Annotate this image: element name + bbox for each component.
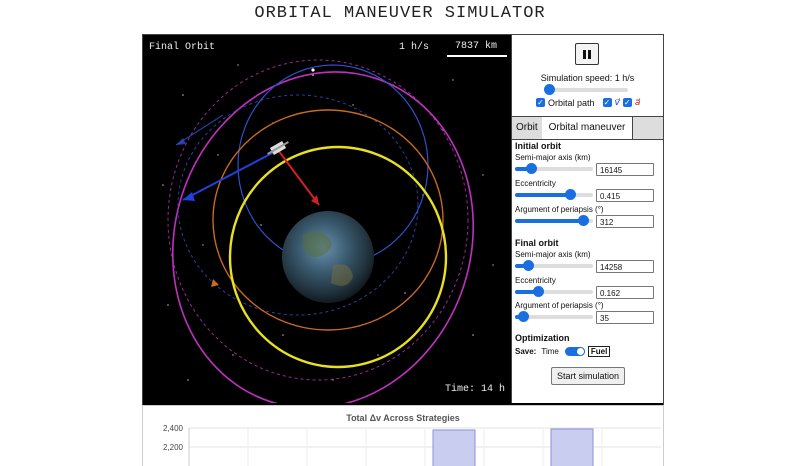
final-orbit-heading: Final orbit — [515, 238, 559, 248]
canvas-label: Final Orbit — [149, 42, 216, 53]
chart-plot: 2,400 2,200 — [163, 424, 661, 466]
final-sma-field[interactable]: 14258 — [596, 260, 654, 273]
magenta-dashed-orbit — [167, 59, 469, 381]
scale-bar — [447, 55, 507, 57]
panel-tabs: Orbit Orbital maneuver — [512, 116, 663, 140]
chart-bar — [550, 428, 594, 466]
tab-orbital-maneuver[interactable]: Orbital maneuver — [542, 117, 633, 139]
final-ecc-label: Eccentricity — [515, 276, 556, 285]
initial-sma-slider[interactable] — [515, 162, 593, 176]
initial-ecc-label: Eccentricity — [515, 179, 556, 188]
page-title: ORBITAL MANEUVER SIMULATOR — [254, 4, 546, 23]
optimization-toggle[interactable] — [564, 347, 585, 356]
save-label: Save: — [515, 347, 537, 356]
canvas-scale: 7837 km — [447, 41, 507, 57]
scale-value: 7837 km — [455, 41, 498, 52]
initial-sma-field[interactable]: 16145 — [596, 163, 654, 176]
y-tick-2200: 2,200 — [163, 443, 184, 452]
final-ecc-field[interactable]: 0.162 — [596, 286, 654, 299]
fuel-option-label: Fuel — [587, 346, 611, 357]
final-sma-slider[interactable] — [515, 259, 593, 273]
blue-dashed-orbit — [177, 94, 419, 316]
stars — [162, 64, 494, 381]
simulator-frame: Final Orbit 1 h/s 7837 km Time: 14 h Sim… — [142, 34, 664, 406]
optimization-heading: Optimization — [515, 333, 570, 343]
orbit-visualization — [162, 59, 494, 403]
velocity-vector — [182, 149, 279, 201]
control-panel: Simulation speed: 1 h/s ✓ Orbital path ✓… — [511, 35, 663, 403]
acceleration-symbol: a⃗ — [634, 97, 641, 107]
chart-bar — [432, 429, 476, 466]
initial-arg-label: Argument of periapsis (°) — [515, 205, 604, 214]
velocity-checkbox[interactable]: ✓ — [602, 98, 612, 107]
satellite-icon — [267, 141, 289, 155]
time-option-label: Time — [541, 347, 559, 356]
delta-v-chart: Total Δv Across Strategies 2,400 2,200 — [142, 405, 664, 466]
acceleration-vector — [277, 149, 320, 206]
initial-orbit-heading: Initial orbit — [515, 141, 561, 151]
final-sma-label: Semi-major axis (km) — [515, 250, 591, 259]
final-arg-label: Argument of periapsis (°) — [515, 301, 604, 310]
chart-title: Total Δv Across Strategies — [346, 413, 460, 423]
initial-ecc-field[interactable]: 0.415 — [596, 189, 654, 202]
velocity-symbol: v⃗ — [614, 97, 620, 107]
initial-arg-field[interactable]: 312 — [596, 215, 654, 228]
speed-label: Simulation speed: 1 h/s — [540, 73, 635, 83]
pause-icon — [583, 49, 591, 59]
earth — [282, 211, 374, 303]
save-row: Save: Time Fuel — [515, 346, 611, 357]
final-ecc-slider[interactable] — [515, 285, 593, 299]
speed-slider[interactable] — [544, 83, 628, 97]
start-simulation-button[interactable]: Start simulation — [551, 367, 625, 385]
acceleration-checkbox[interactable]: ✓ — [622, 98, 632, 107]
display-options: ✓ Orbital path ✓ v⃗ ✓ a⃗ — [536, 97, 663, 108]
initial-ecc-slider[interactable] — [515, 188, 593, 202]
tab-orbit[interactable]: Orbit — [512, 117, 543, 139]
canvas-speed: 1 h/s — [399, 42, 430, 53]
orbital-path-label: Orbital path — [548, 97, 595, 108]
y-tick-2400: 2,400 — [163, 424, 184, 433]
final-arg-field[interactable]: 35 — [596, 311, 654, 324]
orbit-canvas[interactable]: Final Orbit 1 h/s 7837 km Time: 14 h — [143, 35, 510, 403]
yellow-orbit — [228, 145, 448, 369]
initial-arg-slider[interactable] — [515, 214, 593, 228]
initial-sma-label: Semi-major axis (km) — [515, 153, 591, 162]
final-arg-slider[interactable] — [515, 310, 593, 324]
pause-button[interactable] — [575, 43, 599, 65]
canvas-time: Time: 14 h — [445, 384, 506, 395]
orbital-path-checkbox[interactable]: ✓ — [536, 98, 545, 107]
orange-orbit — [212, 109, 444, 331]
magenta-orbit — [171, 71, 475, 403]
